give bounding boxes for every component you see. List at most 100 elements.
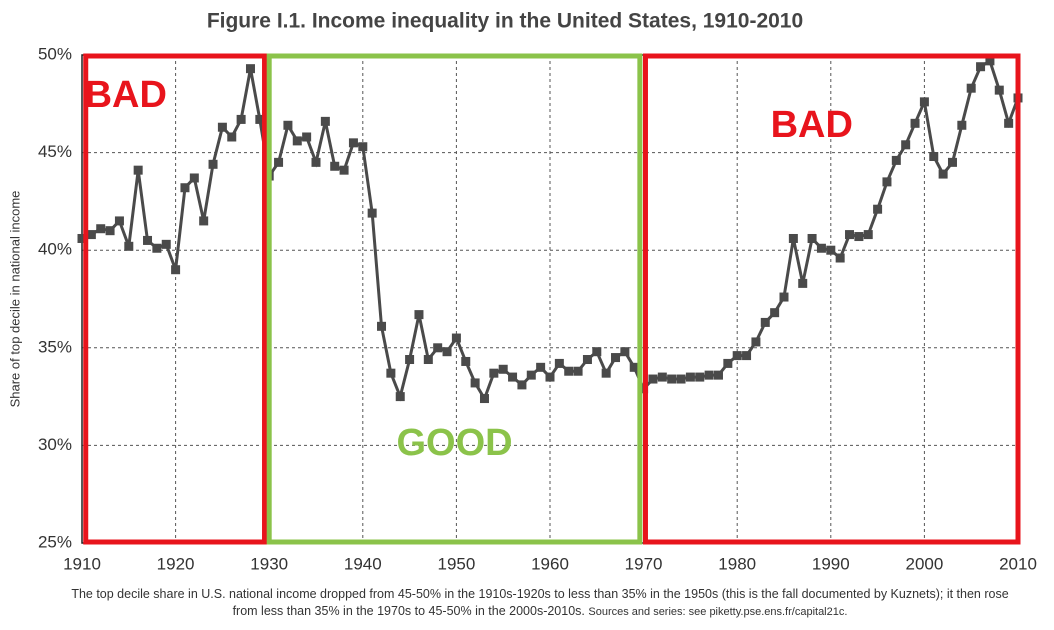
data-point [770,308,780,318]
data-point [302,132,312,142]
data-point [367,208,377,218]
y-tick-label: 25% [38,532,72,551]
data-point [938,169,948,179]
data-point [217,122,227,132]
data-point [171,265,181,275]
data-point [676,374,686,384]
data-point [508,372,518,382]
data-point [947,157,957,167]
data-point [901,140,911,150]
data-point [86,230,96,240]
data-point [863,230,873,240]
data-point [657,372,667,382]
annotation-box [266,53,643,545]
data-point [667,374,677,384]
data-point [199,216,209,226]
data-point [77,233,87,243]
data-point [919,97,929,107]
source-text: Sources and series: see piketty.pse.ens.… [588,606,848,618]
x-tick-label: 1950 [437,554,475,573]
data-point [994,85,1004,95]
data-point [545,372,555,382]
data-point [732,351,742,361]
data-point [957,120,967,130]
data-point [573,366,583,376]
data-point [283,120,293,130]
data-point [470,378,480,388]
y-tick-label: 40% [38,240,72,259]
data-point [536,362,546,372]
data-point [96,224,106,234]
data-point [798,278,808,288]
data-point [629,362,639,372]
annotation-label: GOOD [396,422,512,464]
data-point [685,372,695,382]
data-point [835,253,845,263]
data-point [517,380,527,390]
data-point [807,233,817,243]
data-point [845,230,855,240]
data-point [320,116,330,126]
y-tick-label: 45% [38,142,72,161]
data-point [180,183,190,193]
chart: Figure I.1. Income inequality in the Uni… [7,10,1036,574]
data-point [751,337,761,347]
data-point [648,374,658,384]
x-tick-label: 1940 [344,554,382,573]
data-point [1004,118,1014,128]
data-point [274,157,284,167]
data-point [124,241,134,251]
x-tick-label: 1920 [157,554,195,573]
y-tick-label: 50% [38,44,72,63]
data-point [788,233,798,243]
data-point [526,370,536,380]
data-point [161,239,171,249]
data-point [873,204,883,214]
data-point [620,347,630,357]
data-point [133,165,143,175]
data-point [442,347,452,357]
data-point [966,83,976,93]
data-point [704,370,714,380]
data-point [189,173,199,183]
data-point [461,356,471,366]
data-point [760,317,770,327]
x-tick-label: 1910 [63,554,101,573]
data-point [405,355,415,365]
data-point [854,232,864,242]
data-point [377,321,387,331]
x-tick-label: 1980 [718,554,756,573]
y-tick-label: 30% [38,435,72,454]
data-point [227,132,237,142]
data-point [236,114,246,124]
data-point [601,368,611,378]
data-point [882,177,892,187]
data-point [339,165,349,175]
data-point [395,392,405,402]
chart-title: Figure I.1. Income inequality in the Uni… [207,10,803,33]
annotation-box [83,53,268,545]
data-point [816,243,826,253]
data-point [742,351,752,361]
data-point [592,347,602,357]
data-point [255,114,265,124]
data-point [779,292,789,302]
data-point [311,157,321,167]
caption-text: The top decile share in U.S. national in… [71,587,1009,618]
x-tick-label: 2000 [905,554,943,573]
data-point [433,343,443,353]
data-point [451,333,461,343]
data-point [208,159,218,169]
data-point [489,368,499,378]
annotation-label: BAD [771,104,853,146]
annotation-box [642,53,1021,545]
data-point [695,372,705,382]
data-point [348,138,358,148]
data-point [479,394,489,404]
data-point [414,310,424,320]
data-point [292,136,302,146]
y-axis-label: Share of top decile in national income [7,191,22,408]
data-point [423,355,433,365]
data-point [582,355,592,365]
